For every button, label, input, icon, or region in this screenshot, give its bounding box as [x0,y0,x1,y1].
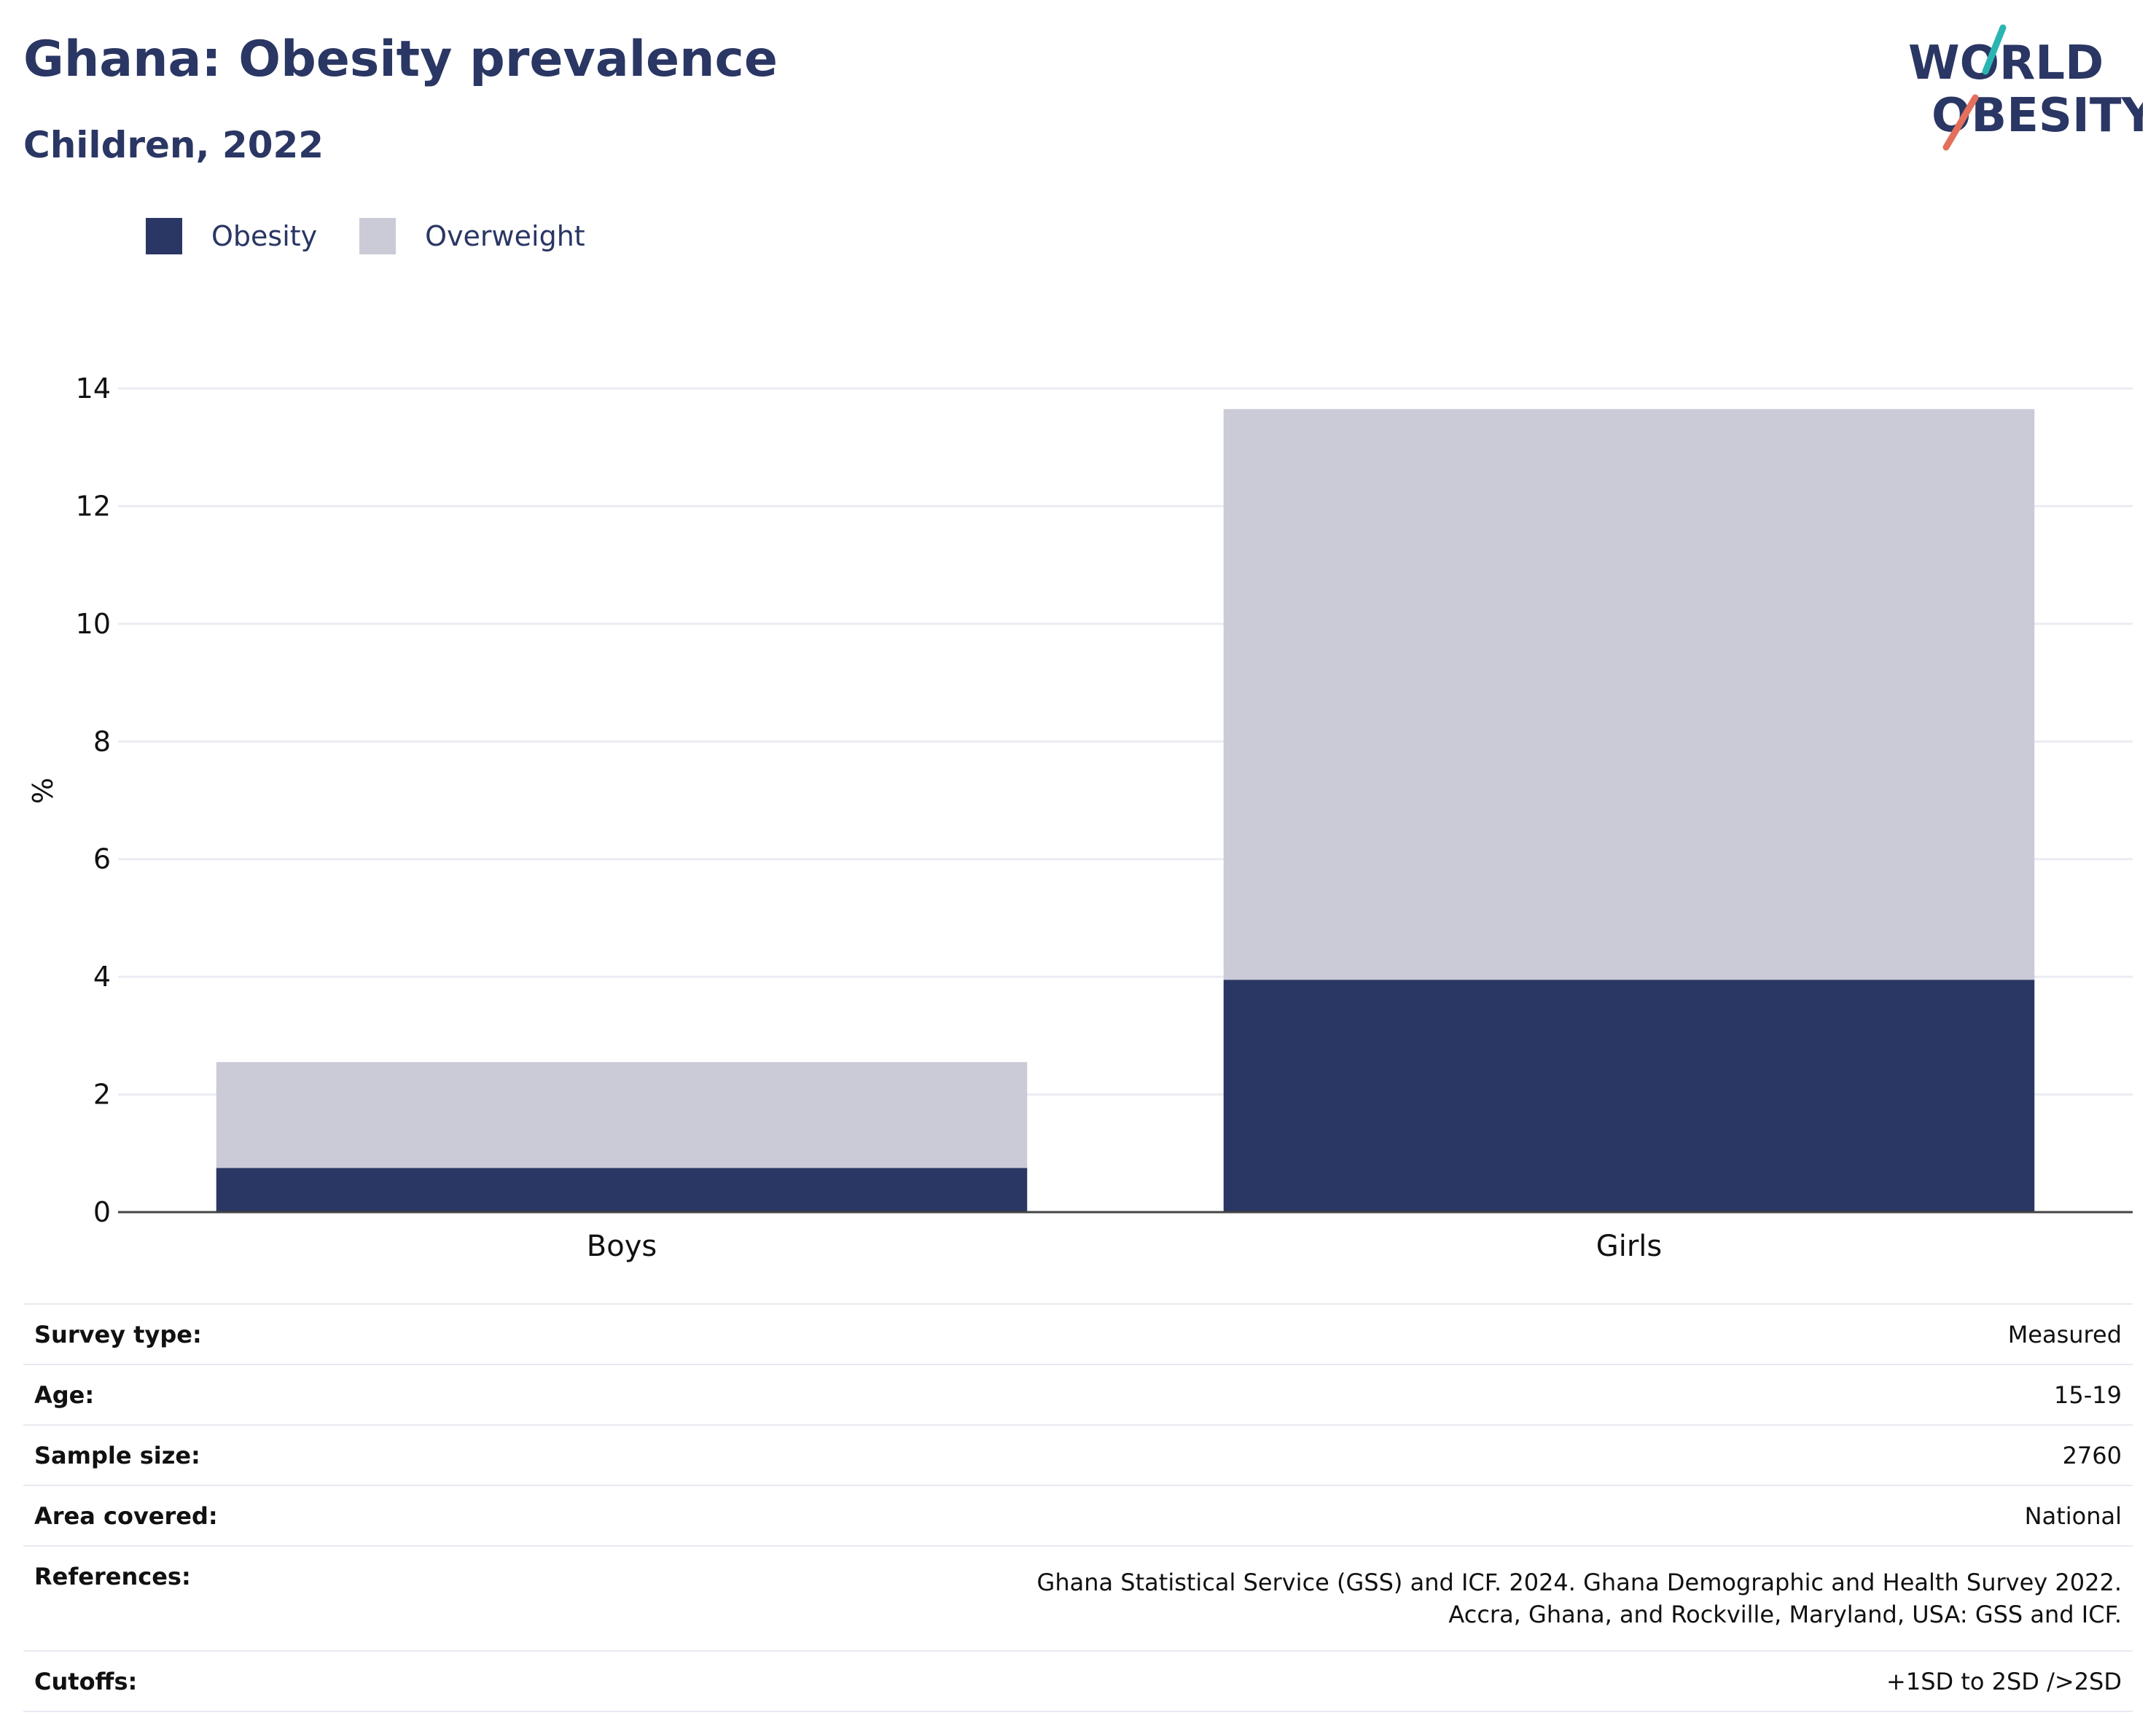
info-value: National [483,1485,2133,1547]
legend-swatch-overweight [359,218,397,254]
page-subtitle: Children, 2022 [23,124,324,166]
legend-swatch-obesity [146,218,182,254]
info-value: 2760 [483,1425,2133,1486]
world-obesity-logo: WORLD OBESITY [1908,24,2143,151]
info-row-cutoffs: Cutoffs: +1SD to 2SD />2SD [23,1651,2133,1712]
info-label: Survey type: [23,1303,483,1365]
legend-label-overweight: Overweight [425,220,585,252]
logo-line1: WORLD [1908,36,2104,90]
y-tick-label: 12 [76,490,111,522]
info-value: Measured [483,1303,2133,1365]
y-axis-label: % [27,778,59,804]
y-tick-label: 4 [93,961,111,993]
y-tick-label: 10 [76,608,111,640]
info-row-age: Age: 15-19 [23,1364,2133,1426]
y-tick-label: 14 [76,372,111,405]
info-row-survey-type: Survey type: Measured [23,1303,2133,1365]
info-value: +1SD to 2SD />2SD [483,1651,2133,1712]
legend-label-obesity: Obesity [211,220,318,252]
info-value: Ghana Statistical Service (GSS) and ICF.… [483,1546,2133,1652]
chart-legend: Obesity Overweight [146,217,628,255]
y-tick-labels: 0 2 4 6 8 10 12 14 [76,372,111,1228]
info-label: Age: [23,1364,483,1426]
bar-obesity-boys[interactable] [216,1168,1028,1212]
x-tick-labels: Boys Girls [587,1230,1662,1263]
legend-item-obesity[interactable]: Obesity [146,218,317,254]
info-row-area-covered: Area covered: National [23,1485,2133,1547]
bar-overweight-girls[interactable] [1223,409,2035,980]
x-tick-label: Girls [1596,1230,1663,1263]
y-tick-label: 0 [93,1196,111,1228]
info-label: Area covered: [23,1485,483,1547]
logo-slash-coral [1942,94,1979,151]
info-label: Sample size: [23,1425,483,1486]
info-row-sample-size: Sample size: 2760 [23,1425,2133,1486]
survey-info-table: Survey type: Measured Age: 15-19 Sample si… [23,1303,2133,1712]
page-title: Ghana: Obesity prevalence [23,31,778,88]
bar-overweight-boys[interactable] [216,1062,1028,1168]
bar-obesity-girls[interactable] [1223,980,2035,1212]
legend-item-overweight[interactable]: Overweight [359,218,585,254]
bar-chart: 0 2 4 6 8 10 12 14 Boys Girls % [27,372,2133,1263]
logo-slash-teal [1982,24,2007,75]
y-tick-label: 2 [93,1079,111,1111]
info-label: References: [23,1546,483,1652]
info-value: 15-19 [483,1364,2133,1426]
x-tick-label: Boys [587,1230,657,1263]
info-row-references: References: Ghana Statistical Service (GS… [23,1546,2133,1652]
y-tick-label: 8 [93,725,111,757]
info-label: Cutoffs: [23,1651,483,1712]
bars [216,409,2035,1212]
y-tick-label: 6 [93,843,111,875]
